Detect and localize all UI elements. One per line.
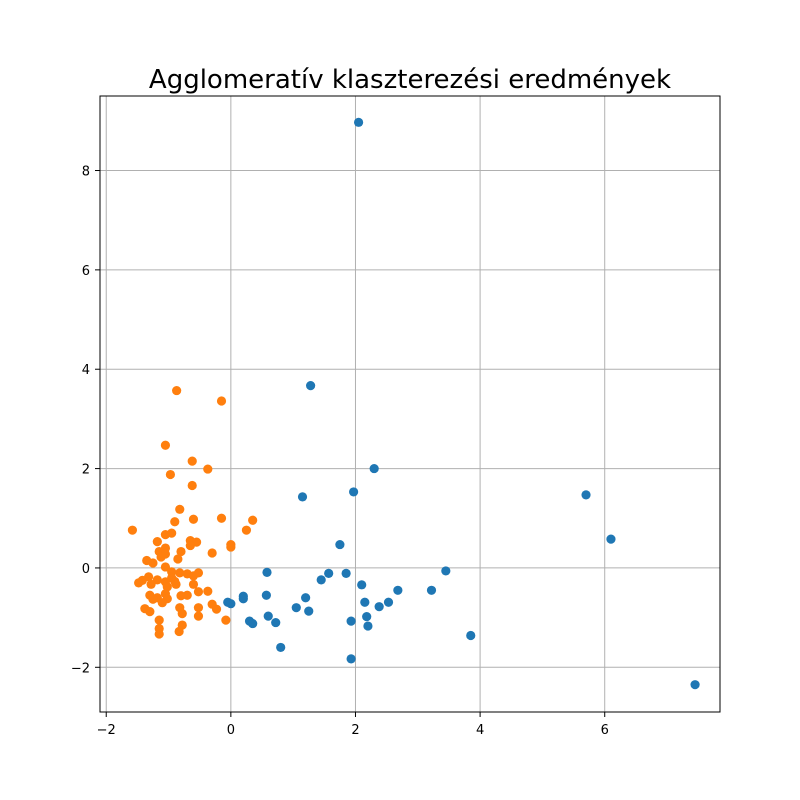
cluster-0-point <box>262 567 272 578</box>
cluster-1-point <box>154 615 164 625</box>
x-tick-label: 6 <box>601 723 609 738</box>
cluster-1-point <box>216 513 227 523</box>
cluster-0-point <box>335 539 345 550</box>
cluster-1-point <box>160 562 171 572</box>
cluster-0-point <box>393 585 403 595</box>
cluster-1-point <box>188 579 199 589</box>
cluster-1-point <box>182 590 192 600</box>
x-tick-label: −2 <box>97 723 116 738</box>
cluster-1-point <box>172 385 182 396</box>
y-tick-label: 8 <box>82 165 90 180</box>
cluster-1-point <box>176 546 186 557</box>
cluster-1-point <box>154 629 164 639</box>
cluster-0-point <box>276 642 286 653</box>
cluster-0-point <box>346 616 356 626</box>
grid-lines <box>100 96 720 712</box>
cluster-1-point <box>167 528 177 538</box>
cluster-0-point <box>374 602 384 612</box>
cluster-1-point <box>148 558 158 568</box>
cluster-1-point <box>226 542 236 552</box>
cluster-1-point <box>173 554 183 564</box>
chart-title: Agglomeratív klaszterezési eredmények <box>149 65 671 95</box>
cluster-1-point <box>248 515 258 525</box>
cluster-0-point <box>349 487 359 497</box>
cluster-0-point <box>357 580 367 590</box>
cluster-1-point <box>187 480 197 491</box>
cluster-0-point <box>291 603 301 613</box>
cluster-0-point <box>306 381 316 391</box>
cluster-0-point <box>441 566 451 576</box>
cluster-0-point <box>363 621 373 631</box>
cluster-1-point <box>165 469 176 480</box>
cluster-1-point <box>203 464 213 474</box>
y-tick-label: 0 <box>82 562 90 577</box>
cluster-1-point <box>174 626 184 637</box>
cluster-1-point <box>187 456 197 466</box>
cluster-1-point <box>193 611 204 621</box>
cluster-0-point <box>466 630 476 641</box>
cluster-1-point <box>193 587 204 597</box>
cluster-1-point <box>157 598 167 608</box>
axis-ticks: −2 0 2 4 6 −2 0 2 4 6 8 <box>71 165 609 738</box>
cluster-1-point <box>156 552 166 562</box>
cluster-0-point <box>238 594 248 604</box>
cluster-1-point <box>175 568 185 578</box>
cluster-0-point <box>304 606 314 616</box>
cluster-0-point <box>301 593 311 603</box>
y-tick-label: −2 <box>71 661 90 676</box>
cluster-1-point <box>175 504 185 514</box>
axes-frame <box>99 95 721 713</box>
cluster-0-point <box>263 611 273 621</box>
data-points <box>127 117 700 690</box>
cluster-0-point <box>261 590 271 600</box>
cluster-0-point <box>324 568 334 579</box>
cluster-1-point <box>171 579 181 589</box>
cluster-1-point <box>193 603 204 613</box>
cluster-0-point <box>341 568 351 579</box>
cluster-1-point <box>221 615 231 625</box>
cluster-0-point <box>248 618 258 629</box>
cluster-0-point <box>369 463 379 474</box>
cluster-0-point <box>360 597 370 607</box>
cluster-1-point <box>162 582 172 592</box>
cluster-1-point <box>146 579 156 589</box>
cluster-0-point <box>226 599 236 609</box>
cluster-0-point <box>606 534 616 544</box>
cluster-1-point <box>241 525 252 535</box>
cluster-1-point <box>216 396 227 406</box>
cluster-0-point <box>346 654 356 664</box>
cluster-0-point <box>581 490 591 500</box>
cluster-0-point <box>362 612 372 622</box>
cluster-1-point <box>170 517 180 527</box>
cluster-1-point <box>134 578 144 588</box>
cluster-0-point <box>353 117 364 127</box>
cluster-0-point <box>316 575 326 585</box>
cluster-1-point <box>203 586 213 596</box>
cluster-1-point <box>127 525 138 535</box>
y-tick-label: 6 <box>82 264 90 279</box>
x-tick-label: 2 <box>351 723 359 738</box>
cluster-1-point <box>188 571 199 581</box>
x-tick-label: 4 <box>476 723 484 738</box>
cluster-0-point <box>690 680 700 690</box>
cluster-0-point <box>426 585 437 595</box>
cluster-1-point <box>188 514 199 524</box>
cluster-0-point <box>271 617 281 628</box>
cluster-1-point <box>160 440 171 450</box>
y-tick-label: 2 <box>82 463 90 478</box>
cluster-0-point <box>383 597 394 607</box>
cluster-1-point <box>145 607 155 617</box>
y-tick-label: 4 <box>82 363 90 378</box>
cluster-1-point <box>152 537 162 547</box>
cluster-1-point <box>177 609 187 619</box>
x-tick-label: 0 <box>227 723 235 738</box>
cluster-1-point <box>211 604 222 614</box>
cluster-0-point <box>297 492 308 502</box>
cluster-1-point <box>207 548 217 558</box>
cluster-1-point <box>148 594 158 604</box>
cluster-1-point <box>185 540 195 551</box>
